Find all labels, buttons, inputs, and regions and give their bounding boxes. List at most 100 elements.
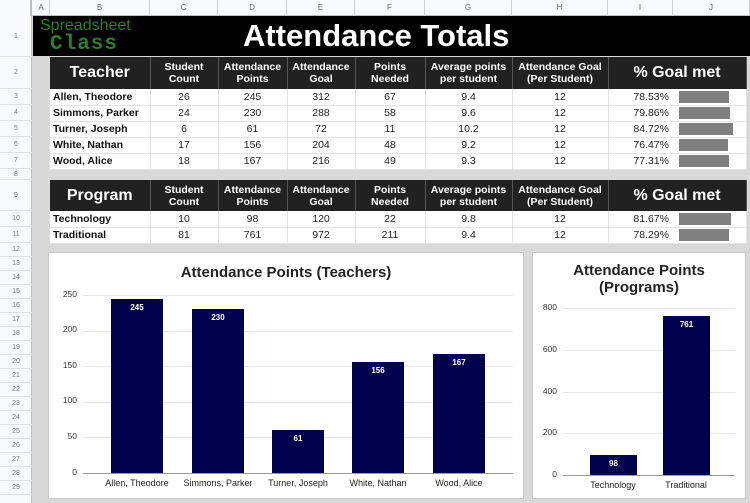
cell-average-points[interactable]: 9.4 — [425, 89, 513, 106]
row-header[interactable]: 2 — [0, 57, 32, 89]
row-header[interactable]: 4 — [0, 105, 32, 121]
header-attendance-points[interactable]: Attendance Points — [218, 180, 288, 211]
row-header[interactable]: 17 — [0, 313, 32, 327]
column-header-g[interactable]: G — [425, 0, 512, 16]
select-all-corner[interactable] — [0, 0, 32, 16]
cell-average-points[interactable]: 9.3 — [425, 153, 513, 170]
row-header[interactable]: 29 — [0, 481, 32, 495]
row-header[interactable]: 12 — [0, 243, 32, 257]
teachers-chart[interactable]: Attendance Points (Teachers) 250 200 150… — [48, 252, 524, 499]
row-header[interactable]: 22 — [0, 383, 32, 397]
header-goal-met[interactable]: % Goal met — [608, 180, 747, 211]
row-header[interactable]: 11 — [0, 227, 32, 243]
header-student-count[interactable]: Student Count — [150, 180, 219, 211]
column-header-h[interactable]: H — [512, 0, 608, 16]
cell-points-needed[interactable]: 49 — [355, 153, 426, 170]
cell-student-count[interactable]: 18 — [150, 153, 219, 170]
cell-goal-met-percent[interactable]: 84.72% — [608, 121, 673, 138]
cell-sparkline[interactable] — [673, 227, 747, 244]
cell-sparkline[interactable] — [673, 137, 747, 154]
cell-student-count[interactable]: 24 — [150, 105, 219, 122]
cell-sparkline[interactable] — [673, 121, 747, 138]
column-header-a[interactable]: A — [33, 0, 50, 16]
column-header-d[interactable]: D — [218, 0, 287, 16]
row-header[interactable]: 18 — [0, 327, 32, 341]
cell-goal-met-percent[interactable]: 78.29% — [608, 227, 673, 244]
cell-student-count[interactable]: 6 — [150, 121, 219, 138]
row-header[interactable]: 10 — [0, 211, 32, 227]
cell-average-points[interactable]: 9.8 — [425, 211, 513, 228]
bar-technology[interactable]: 98 — [590, 455, 637, 475]
header-points-needed[interactable]: Points Needed — [355, 57, 426, 89]
header-teacher[interactable]: Teacher — [50, 57, 151, 89]
cell-goal-met-percent[interactable]: 79.86% — [608, 105, 673, 122]
cell-sparkline[interactable] — [673, 153, 747, 170]
cell-goal-per-student[interactable]: 12 — [512, 89, 609, 106]
header-attendance-goal[interactable]: Attendance Goal — [287, 180, 356, 211]
cell-attendance-points[interactable]: 61 — [218, 121, 288, 138]
column-header-e[interactable]: E — [287, 0, 355, 16]
cell-attendance-goal[interactable]: 312 — [287, 89, 356, 106]
column-header-c[interactable]: C — [150, 0, 218, 16]
cell-teacher-name[interactable]: Turner, Joseph — [50, 121, 151, 138]
cell-teacher-name[interactable]: Wood, Alice — [50, 153, 151, 170]
cell-teacher-name[interactable]: White, Nathan — [50, 137, 151, 154]
cell-student-count[interactable]: 26 — [150, 89, 219, 106]
row-header[interactable]: 21 — [0, 369, 32, 383]
row-header[interactable]: 26 — [0, 439, 32, 453]
bar-simmons-parker[interactable]: 230 — [192, 309, 244, 473]
header-attendance-points[interactable]: Attendance Points — [218, 57, 288, 89]
row-header[interactable]: 23 — [0, 397, 32, 411]
cell-goal-met-percent[interactable]: 76.47% — [608, 137, 673, 154]
row-header[interactable]: 19 — [0, 341, 32, 355]
cell-attendance-goal[interactable]: 120 — [287, 211, 356, 228]
cell-attendance-points[interactable]: 761 — [218, 227, 288, 244]
cell-points-needed[interactable]: 211 — [355, 227, 426, 244]
row-header[interactable]: 16 — [0, 299, 32, 313]
cell-goal-met-percent[interactable]: 77.31% — [608, 153, 673, 170]
column-header-i[interactable]: I — [608, 0, 673, 16]
cell-average-points[interactable]: 9.2 — [425, 137, 513, 154]
cell-average-points[interactable]: 10.2 — [425, 121, 513, 138]
cell-average-points[interactable]: 9.4 — [425, 227, 513, 244]
title-banner[interactable] — [33, 16, 750, 56]
header-attendance-goal[interactable]: Attendance Goal — [287, 57, 356, 89]
cell-points-needed[interactable]: 11 — [355, 121, 426, 138]
cell-points-needed[interactable]: 67 — [355, 89, 426, 106]
cell-program-name[interactable]: Technology — [50, 211, 151, 228]
row-header[interactable]: 27 — [0, 453, 32, 467]
cell-goal-met-percent[interactable]: 78.53% — [608, 89, 673, 106]
column-header-b[interactable]: B — [50, 0, 150, 16]
cell-student-count[interactable]: 81 — [150, 227, 219, 244]
cell-attendance-goal[interactable]: 204 — [287, 137, 356, 154]
cell-attendance-points[interactable]: 167 — [218, 153, 288, 170]
row-header[interactable]: 5 — [0, 121, 32, 137]
cell-attendance-points[interactable]: 156 — [218, 137, 288, 154]
header-goal-met[interactable]: % Goal met — [608, 57, 747, 89]
cell-points-needed[interactable]: 58 — [355, 105, 426, 122]
cell-attendance-points[interactable]: 245 — [218, 89, 288, 106]
cell-points-needed[interactable]: 22 — [355, 211, 426, 228]
cell-attendance-points[interactable]: 98 — [218, 211, 288, 228]
cell-goal-per-student[interactable]: 12 — [512, 121, 609, 138]
header-average-points[interactable]: Average points per student — [425, 180, 513, 211]
cell-goal-per-student[interactable]: 12 — [512, 137, 609, 154]
row-header[interactable]: 13 — [0, 257, 32, 271]
cell-goal-per-student[interactable]: 12 — [512, 105, 609, 122]
cell-attendance-goal[interactable]: 216 — [287, 153, 356, 170]
cell-attendance-goal[interactable]: 972 — [287, 227, 356, 244]
bar-wood-alice[interactable]: 167 — [433, 354, 485, 473]
cell-sparkline[interactable] — [673, 89, 747, 106]
cell-student-count[interactable]: 17 — [150, 137, 219, 154]
column-header-j[interactable]: J — [673, 0, 750, 16]
row-header[interactable]: 1 — [0, 16, 32, 57]
cell-student-count[interactable]: 10 — [150, 211, 219, 228]
row-header[interactable]: 25 — [0, 425, 32, 439]
bar-turner-joseph[interactable]: 61 — [272, 430, 324, 473]
header-program[interactable]: Program — [50, 180, 151, 211]
header-student-count[interactable]: Student Count — [150, 57, 219, 89]
cell-teacher-name[interactable]: Allen, Theodore — [50, 89, 151, 106]
header-goal-per-student[interactable]: Attendance Goal (Per Student) — [512, 57, 609, 89]
cell-goal-met-percent[interactable]: 81.67% — [608, 211, 673, 228]
header-average-points[interactable]: Average points per student — [425, 57, 513, 89]
